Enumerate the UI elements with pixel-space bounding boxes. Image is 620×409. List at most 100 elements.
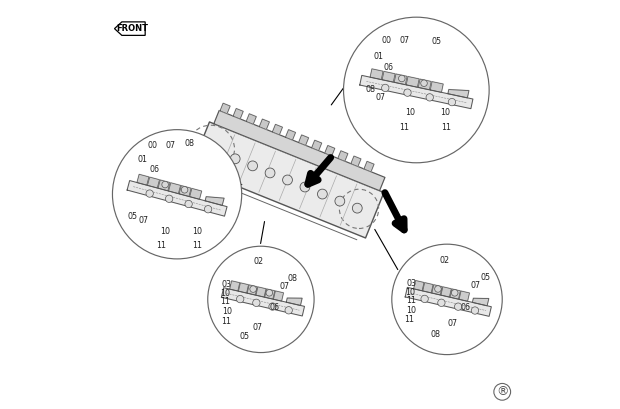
Polygon shape — [214, 110, 385, 191]
Polygon shape — [338, 151, 348, 161]
Text: 05: 05 — [127, 212, 137, 221]
Text: 10: 10 — [405, 288, 415, 297]
Text: 10: 10 — [407, 306, 417, 315]
Polygon shape — [312, 140, 322, 151]
Circle shape — [438, 299, 445, 306]
Text: 06: 06 — [149, 165, 159, 174]
Circle shape — [181, 187, 188, 193]
Polygon shape — [191, 122, 384, 238]
Polygon shape — [406, 76, 419, 87]
Polygon shape — [325, 146, 335, 156]
Text: 11: 11 — [441, 123, 451, 132]
Polygon shape — [247, 285, 257, 295]
Polygon shape — [137, 174, 149, 185]
Text: 07: 07 — [447, 319, 458, 328]
Text: 11: 11 — [220, 297, 230, 306]
Circle shape — [448, 99, 456, 106]
Circle shape — [392, 244, 502, 355]
Circle shape — [426, 94, 433, 101]
Circle shape — [185, 200, 192, 208]
Circle shape — [283, 175, 293, 185]
Circle shape — [230, 154, 240, 164]
Polygon shape — [273, 291, 283, 301]
Circle shape — [300, 182, 310, 192]
Text: 08: 08 — [366, 85, 376, 94]
Text: 07: 07 — [399, 36, 409, 45]
Circle shape — [112, 130, 242, 259]
Text: 11: 11 — [156, 241, 166, 250]
Text: 02: 02 — [439, 256, 450, 265]
Text: 11: 11 — [407, 296, 417, 305]
Text: 02: 02 — [254, 257, 264, 266]
Circle shape — [269, 303, 276, 310]
Circle shape — [266, 290, 273, 296]
Polygon shape — [448, 90, 469, 98]
Text: 08: 08 — [431, 330, 441, 339]
Text: 10: 10 — [405, 108, 415, 117]
Polygon shape — [148, 177, 159, 188]
Text: 10: 10 — [160, 227, 170, 236]
Polygon shape — [450, 289, 461, 299]
Circle shape — [435, 286, 441, 292]
Polygon shape — [423, 283, 433, 293]
Circle shape — [471, 307, 479, 314]
Polygon shape — [472, 298, 489, 306]
Text: 08: 08 — [184, 139, 194, 148]
Text: FRONT: FRONT — [117, 24, 148, 33]
Polygon shape — [230, 281, 240, 291]
Polygon shape — [382, 72, 395, 82]
Polygon shape — [430, 82, 443, 92]
Polygon shape — [370, 69, 383, 79]
Text: 07: 07 — [253, 323, 263, 332]
Circle shape — [285, 307, 293, 314]
Circle shape — [381, 84, 389, 92]
Polygon shape — [351, 156, 361, 166]
Text: 10: 10 — [220, 289, 230, 298]
Circle shape — [404, 89, 411, 97]
Text: 01: 01 — [137, 155, 148, 164]
Text: 11: 11 — [193, 241, 203, 250]
Polygon shape — [299, 135, 309, 145]
Polygon shape — [286, 298, 302, 306]
Text: 03: 03 — [221, 280, 231, 289]
Circle shape — [166, 195, 173, 202]
Text: 10: 10 — [440, 108, 450, 117]
Circle shape — [248, 161, 257, 171]
Polygon shape — [169, 183, 180, 193]
Text: 07: 07 — [138, 216, 149, 225]
Polygon shape — [115, 22, 145, 35]
Polygon shape — [432, 285, 442, 295]
Circle shape — [421, 295, 428, 303]
Polygon shape — [441, 287, 451, 297]
Text: 00: 00 — [382, 36, 392, 45]
Text: 00: 00 — [148, 141, 157, 150]
Text: 01: 01 — [374, 52, 384, 61]
Text: 06: 06 — [269, 303, 279, 312]
Polygon shape — [158, 180, 170, 191]
Text: 10: 10 — [223, 307, 232, 316]
Text: 05: 05 — [480, 273, 491, 282]
Text: 11: 11 — [399, 123, 409, 132]
Circle shape — [146, 190, 153, 197]
Circle shape — [208, 246, 314, 353]
Text: 07: 07 — [166, 141, 176, 150]
Polygon shape — [239, 283, 249, 293]
Polygon shape — [221, 288, 304, 316]
Polygon shape — [364, 162, 374, 172]
Polygon shape — [265, 289, 275, 299]
Polygon shape — [394, 74, 407, 85]
Text: 11: 11 — [221, 317, 231, 326]
Text: 11: 11 — [404, 315, 414, 324]
Polygon shape — [179, 186, 191, 196]
Text: 03: 03 — [407, 279, 417, 288]
Text: ®: ® — [496, 385, 508, 398]
Circle shape — [454, 303, 462, 310]
Polygon shape — [127, 181, 227, 216]
Circle shape — [421, 80, 427, 86]
Circle shape — [162, 181, 169, 188]
Polygon shape — [414, 281, 424, 291]
Polygon shape — [405, 288, 491, 316]
Circle shape — [213, 147, 223, 157]
Text: 08: 08 — [288, 274, 298, 283]
Polygon shape — [259, 119, 269, 130]
